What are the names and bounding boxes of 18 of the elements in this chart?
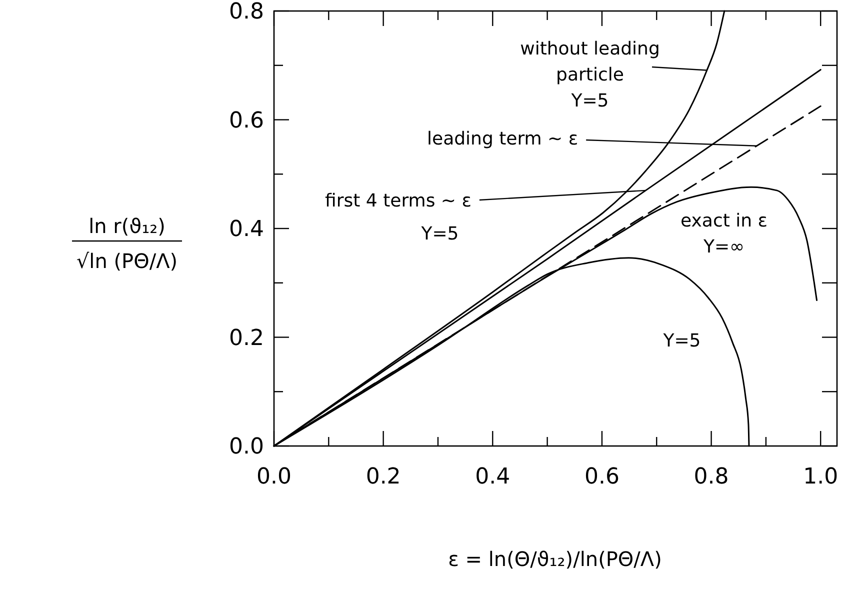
x-tick-label: 0.2 <box>366 464 401 490</box>
annotation: without leading particle Y=5 <box>520 38 660 112</box>
x-tick-label: 0.4 <box>475 464 510 490</box>
x-axis-title: ε = ln(Θ/ϑ₁₂)/ln(PΘ/Λ) <box>448 547 662 571</box>
y-tick-label: 0.6 <box>229 108 264 134</box>
y-tick-label: 0.0 <box>229 434 264 460</box>
y-tick-label: 0.4 <box>229 217 264 242</box>
x-tick-label: 0.8 <box>694 464 729 490</box>
x-tick-label: 0.0 <box>256 464 292 490</box>
x-tick-label: 1.0 <box>803 464 838 490</box>
annotation: exact in ε Y=∞ <box>680 210 768 258</box>
annotation: leading term ~ ε <box>427 128 578 150</box>
annotation: Y=5 <box>662 330 701 352</box>
y-tick-label: 0.2 <box>229 326 264 351</box>
annotation: first 4 terms ~ ε Y=5 <box>325 190 472 244</box>
y-tick-label: 0.8 <box>229 0 264 25</box>
x-tick-label: 0.6 <box>584 464 620 490</box>
y-axis-title: ln r(ϑ₁₂) √ln (PΘ/Λ) <box>76 214 178 273</box>
